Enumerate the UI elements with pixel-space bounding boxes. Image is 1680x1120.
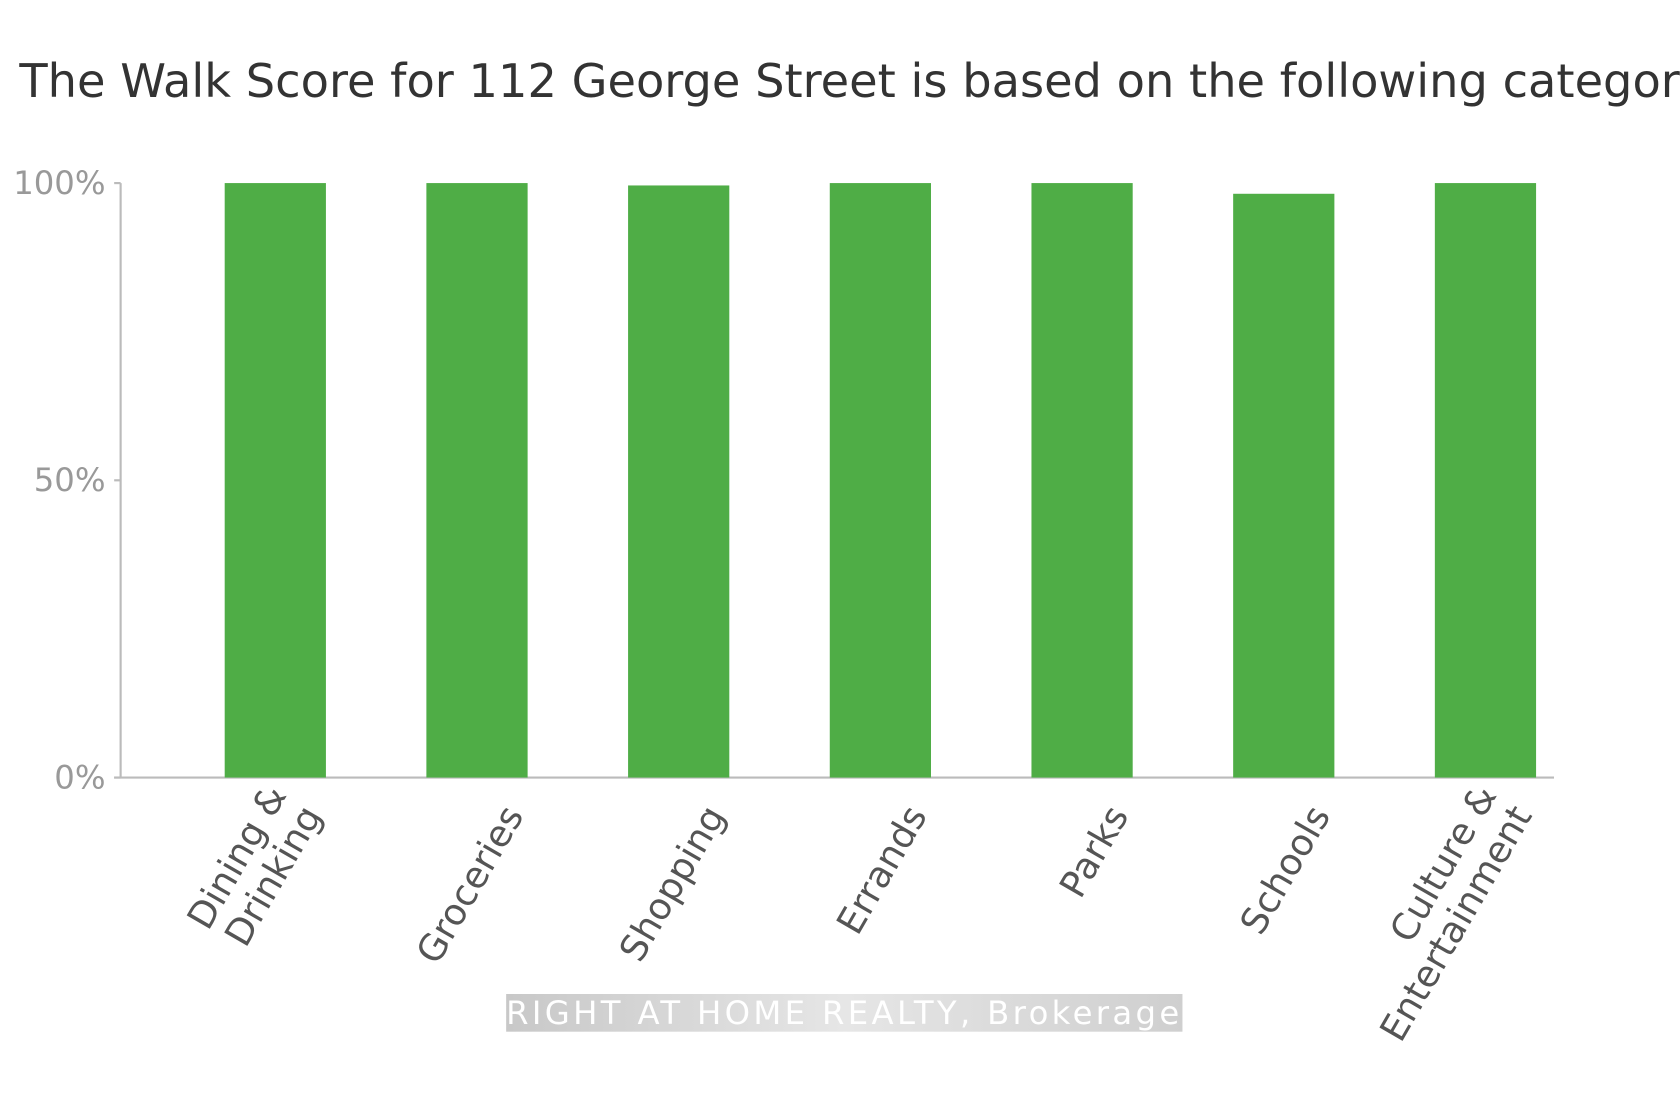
bar xyxy=(224,183,326,778)
bar xyxy=(1233,193,1335,778)
category-label: Groceries xyxy=(408,798,532,971)
category-label-line: Errands xyxy=(828,798,936,941)
category-label: Schools xyxy=(1231,798,1339,941)
category-label: Errands xyxy=(828,798,936,941)
category-label: Parks xyxy=(1051,798,1137,905)
bar xyxy=(426,183,528,778)
category-label: Culture &Entertainment xyxy=(1371,778,1540,1049)
bar xyxy=(829,183,931,778)
chart-title: The Walk Score for 112 George Street is … xyxy=(18,54,1680,108)
bars xyxy=(224,183,1537,778)
category-label: Shopping xyxy=(611,798,734,968)
axes: 0% 50% 100% xyxy=(13,164,1554,796)
category-label-line: Schools xyxy=(1231,798,1339,941)
y-tick-label: 0% xyxy=(54,758,105,796)
category-label: Dining &Drinking xyxy=(179,778,331,954)
watermark-text: RIGHT AT HOME REALTY, Brokerage xyxy=(506,994,1179,1032)
y-tick-label: 100% xyxy=(13,164,105,202)
watermark-band xyxy=(506,994,1183,1032)
bar xyxy=(1031,183,1133,778)
category-label-line: Parks xyxy=(1051,798,1137,905)
category-label-line: Shopping xyxy=(611,798,734,968)
bar xyxy=(628,185,730,778)
watermark: RIGHT AT HOME REALTY, Brokerage xyxy=(506,994,1183,1032)
y-tick-label: 50% xyxy=(34,461,106,499)
category-label-line: Groceries xyxy=(408,798,532,971)
bar xyxy=(1434,183,1537,778)
